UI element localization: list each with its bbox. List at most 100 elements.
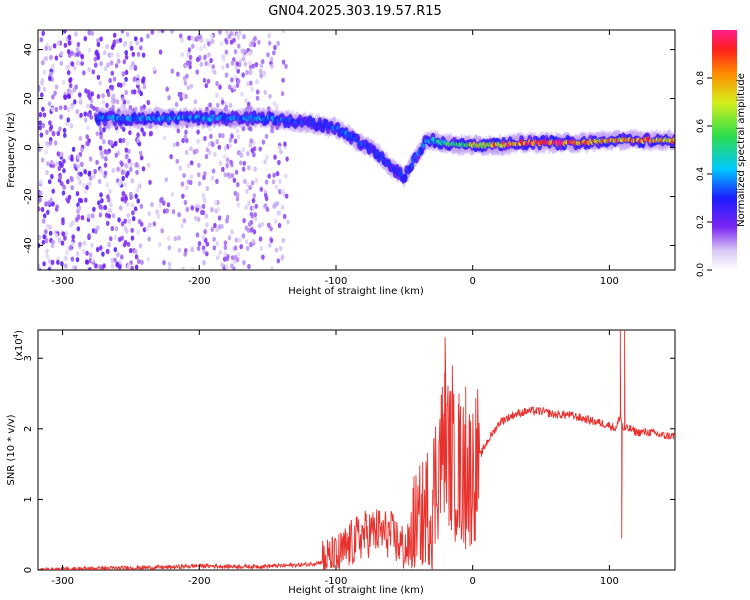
- noise-speckle: [142, 84, 147, 90]
- noise-speckle: [248, 80, 253, 86]
- noise-speckle: [133, 64, 138, 70]
- noise-speckle: [167, 261, 172, 267]
- noise-speckle: [246, 151, 250, 157]
- noise-speckle: [248, 105, 253, 111]
- noise-speckle: [261, 139, 266, 145]
- noise-speckle: [56, 259, 60, 265]
- noise-speckle: [86, 112, 91, 118]
- noise-speckle: [103, 170, 108, 176]
- noise-speckle: [155, 209, 159, 215]
- noise-speckle: [122, 59, 127, 65]
- noise-speckle: [161, 200, 166, 206]
- y-tick-label: 2: [23, 426, 34, 432]
- noise-speckle: [136, 51, 141, 58]
- noise-speckle: [220, 99, 225, 105]
- noise-speckle: [181, 193, 185, 199]
- noise-speckle: [127, 218, 132, 224]
- noise-speckle: [120, 30, 125, 34]
- noise-speckle: [102, 263, 106, 269]
- noise-speckle: [93, 168, 97, 175]
- noise-speckle: [42, 112, 47, 118]
- noise-speckle: [136, 132, 140, 138]
- noise-speckle: [281, 59, 286, 65]
- noise-speckle: [63, 42, 68, 48]
- noise-speckle: [86, 213, 91, 219]
- noise-speckle: [235, 61, 239, 67]
- noise-speckle: [177, 247, 182, 253]
- noise-speckle: [109, 60, 114, 66]
- noise-speckle: [182, 172, 186, 179]
- noise-speckle: [280, 91, 285, 97]
- noise-speckle: [189, 160, 194, 166]
- noise-speckle: [146, 256, 151, 262]
- noise-speckle: [51, 63, 55, 69]
- noise-speckle: [51, 239, 55, 245]
- noise-speckle: [141, 52, 146, 58]
- noise-speckle: [124, 50, 128, 56]
- noise-speckle: [124, 195, 128, 202]
- noise-speckle: [60, 151, 64, 157]
- noise-speckle: [215, 92, 219, 98]
- noise-speckle: [121, 191, 126, 197]
- noise-speckle: [69, 156, 74, 162]
- noise-speckle: [74, 84, 78, 90]
- noise-speckle: [242, 34, 246, 40]
- noise-speckle: [104, 156, 108, 162]
- noise-speckle: [58, 105, 63, 111]
- noise-speckle: [39, 179, 43, 185]
- noise-speckle: [45, 253, 50, 259]
- colorbar-ticks: 0.0 0.2 0.4 0.6 0.8: [696, 71, 712, 277]
- noise-speckle: [103, 149, 108, 155]
- noise-speckle: [269, 56, 274, 62]
- noise-speckle: [221, 133, 225, 139]
- svg-text:(x104): (x104): [12, 330, 25, 361]
- spectrogram-frame: [37, 29, 676, 271]
- x-tick-label: -200: [188, 276, 211, 287]
- noise-speckle: [70, 50, 74, 56]
- noise-speckle: [65, 64, 70, 70]
- noise-speckle: [140, 127, 144, 133]
- noise-speckle: [259, 68, 263, 75]
- noise-speckle: [117, 217, 121, 223]
- noise-speckle: [224, 37, 228, 44]
- noise-speckle: [100, 154, 105, 160]
- noise-speckle: [241, 72, 245, 78]
- noise-speckle: [196, 216, 201, 222]
- noise-speckle: [180, 37, 184, 43]
- noise-speckle: [199, 45, 203, 52]
- y-tick-label: 40: [23, 43, 34, 56]
- noise-speckle: [73, 99, 77, 105]
- noise-speckle: [238, 150, 242, 156]
- noise-speckle: [128, 130, 132, 136]
- noise-speckle: [181, 138, 185, 144]
- noise-speckle: [273, 218, 278, 224]
- snr-panel: -300 -200 -100 0 100 0 1 2 3 Height of straight…: [6, 329, 676, 596]
- noise-speckle: [58, 126, 62, 132]
- noise-speckle: [281, 77, 285, 83]
- y-tick-label: 3: [23, 355, 34, 361]
- noise-speckle: [129, 40, 133, 47]
- noise-speckle: [282, 213, 287, 219]
- noise-speckle: [213, 200, 218, 206]
- noise-speckle: [125, 201, 130, 207]
- noise-speckle: [84, 197, 88, 203]
- noise-speckle: [233, 120, 238, 126]
- noise-speckle: [235, 192, 240, 198]
- noise-speckle: [124, 54, 129, 60]
- noise-speckle: [180, 223, 184, 229]
- noise-speckle: [88, 156, 93, 162]
- noise-speckle: [235, 196, 240, 202]
- noise-speckle: [265, 206, 270, 212]
- noise-speckle: [124, 89, 128, 96]
- noise-speckle: [95, 49, 99, 55]
- noise-speckle: [78, 241, 82, 247]
- noise-speckle: [213, 222, 217, 229]
- noise-speckle: [277, 222, 282, 229]
- noise-speckle: [179, 33, 183, 39]
- noise-speckle: [61, 79, 66, 85]
- noise-speckle: [60, 240, 65, 246]
- noise-speckle: [131, 216, 136, 222]
- noise-speckle: [65, 249, 69, 256]
- noise-speckle: [205, 106, 209, 112]
- noise-speckle: [56, 151, 61, 157]
